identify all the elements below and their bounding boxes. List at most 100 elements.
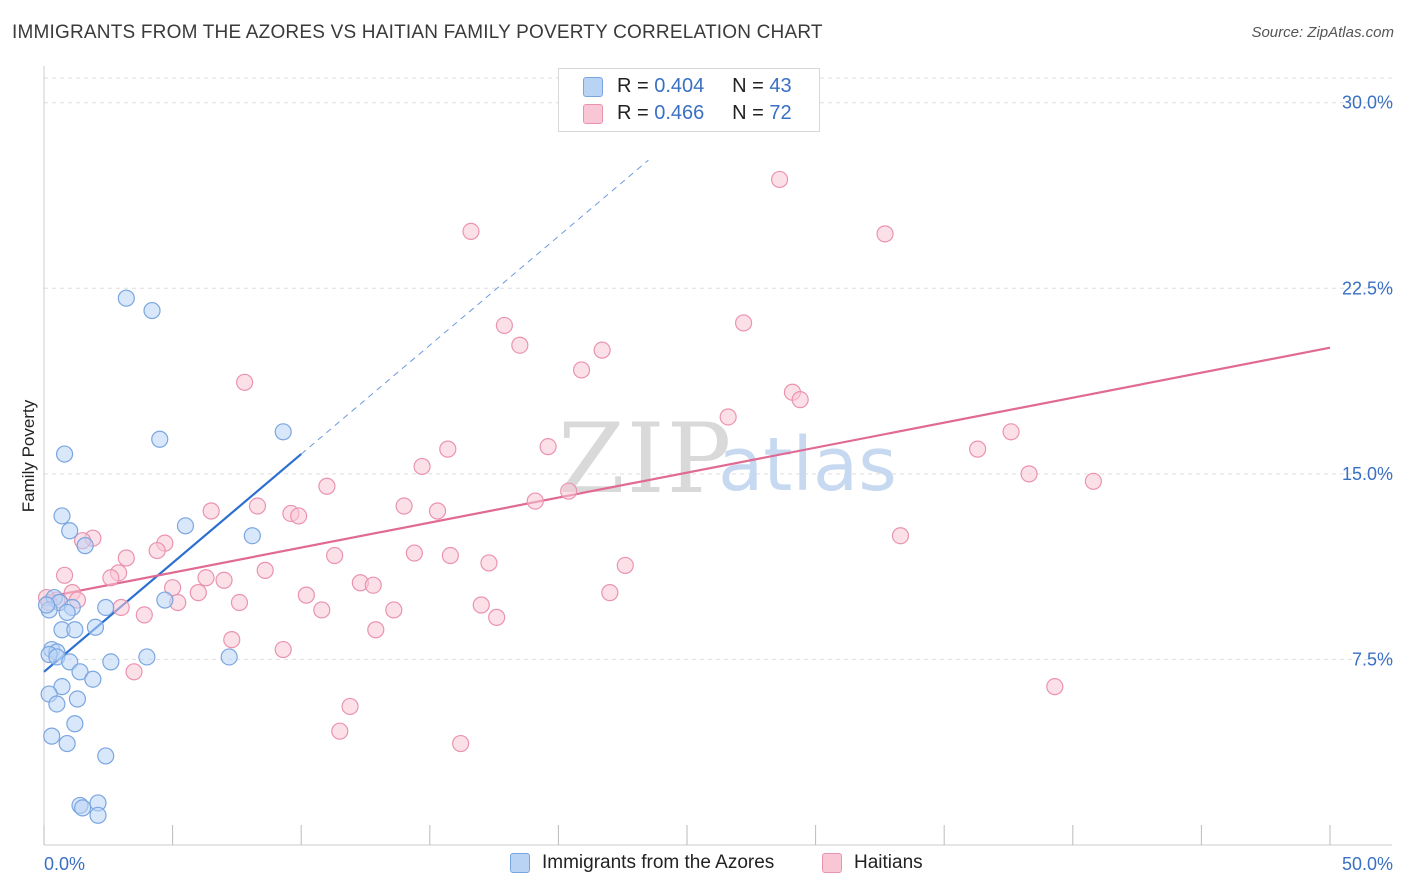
haitian-point	[364, 576, 382, 594]
azores-trend-extension	[300, 159, 649, 455]
azores-point	[143, 301, 161, 320]
haitian-point	[480, 554, 498, 572]
axes	[43, 66, 1392, 846]
haitian-point	[1046, 678, 1064, 696]
bottom-legend-label-azores: Immigrants from the Azores	[542, 852, 775, 873]
legend-r-label: R =	[617, 75, 649, 97]
haitian-point	[385, 601, 403, 619]
legend-n-label: N =	[732, 75, 764, 97]
haitian-point	[297, 586, 315, 604]
haitian-point	[202, 502, 220, 520]
haitian-point	[601, 584, 619, 602]
azores-points	[37, 289, 292, 824]
azores-point	[86, 618, 105, 636]
haitian-point	[495, 316, 513, 335]
azores-point	[176, 517, 195, 535]
azores-point	[55, 445, 74, 463]
x-tick-labels: 0.0% 50.0%	[44, 854, 1393, 874]
azores-point	[151, 430, 169, 448]
azores-point	[102, 653, 120, 671]
azores-point	[37, 596, 56, 614]
azores-point	[243, 527, 261, 545]
haitian-point	[539, 438, 557, 456]
haitian-point	[876, 225, 894, 243]
correlation-legend: R = 0.404 N = 43 R = 0.466 N = 72	[558, 68, 820, 132]
haitian-point	[439, 440, 457, 458]
y-tick-label: 30.0%	[1342, 93, 1393, 113]
bottom-legend-swatch-azores	[510, 853, 530, 873]
azores-point	[71, 663, 89, 681]
haitian-point	[452, 734, 470, 753]
haitian-point	[616, 556, 634, 575]
haitian-point	[125, 663, 143, 681]
haitian-point	[572, 361, 591, 379]
azores-point	[66, 621, 84, 639]
azores-point	[138, 648, 156, 666]
azores-point	[76, 537, 94, 555]
grid-lines	[44, 77, 1392, 660]
haitian-point	[1020, 465, 1038, 483]
source-label: Source: ZipAtlas.com	[1251, 24, 1394, 41]
watermark-atlas: atlas	[718, 422, 897, 508]
legend-n-value-azores: 43	[769, 75, 792, 97]
haitian-point	[405, 544, 423, 562]
azores-point	[58, 603, 76, 622]
haitian-point	[719, 408, 737, 426]
legend-r-value-haitian: 0.466	[654, 102, 705, 124]
azores-point	[66, 715, 84, 733]
haitian-point	[256, 561, 274, 579]
haitian-point	[102, 569, 120, 587]
azores-point	[89, 806, 107, 824]
haitian-point	[891, 527, 910, 545]
haitian-point	[969, 440, 987, 458]
haitian-point	[189, 584, 207, 602]
legend-n-value-haitian: 72	[769, 102, 792, 124]
haitian-point	[290, 507, 308, 525]
legend-swatch-azores	[583, 77, 603, 97]
x-tick-label: 0.0%	[44, 854, 85, 874]
azores-point	[97, 747, 115, 765]
haitian-point	[1002, 423, 1020, 441]
haitian-point	[197, 569, 215, 587]
watermark: ZIP atlas	[558, 403, 897, 515]
azores-point	[84, 670, 102, 688]
haitian-point	[1084, 472, 1102, 490]
azores-point	[53, 507, 71, 525]
azores-point	[48, 695, 66, 713]
haitian-point	[560, 482, 578, 500]
haitian-point	[313, 601, 331, 619]
azores-point	[117, 289, 135, 307]
azores-trend-line	[43, 453, 302, 673]
haitian-point	[112, 598, 130, 617]
haitian-point	[593, 341, 611, 359]
haitian-point	[215, 571, 233, 589]
legend-r-label: R =	[617, 102, 649, 124]
azores-point	[156, 591, 174, 609]
haitian-point	[413, 457, 431, 476]
azores-point	[61, 522, 79, 540]
haitian-point	[511, 336, 529, 354]
haitian-point	[395, 497, 413, 515]
haitian-trend-line	[43, 346, 1331, 599]
haitian-point	[318, 477, 336, 495]
haitian-point	[248, 497, 267, 515]
haitian-point	[230, 593, 249, 612]
azores-point	[43, 727, 61, 745]
y-tick-label: 15.0%	[1342, 464, 1393, 484]
haitian-point	[341, 697, 359, 716]
legend-n-label: N =	[732, 102, 764, 124]
legend-swatch-haitian	[583, 104, 603, 124]
azores-point	[97, 598, 115, 617]
x-tick-label: 50.0%	[1342, 854, 1393, 874]
y-tick-labels: 7.5% 15.0% 22.5% 30.0%	[1342, 93, 1393, 670]
haitian-point	[488, 608, 506, 626]
trend-lines	[43, 159, 1331, 673]
watermark-zip: ZIP	[558, 403, 733, 515]
haitian-point	[148, 541, 166, 560]
haitian-point	[791, 391, 809, 409]
haitian-point	[428, 502, 447, 520]
bottom-legend-label-haitian: Haitians	[854, 852, 923, 873]
azores-point	[53, 678, 71, 696]
haitian-point	[331, 722, 349, 740]
